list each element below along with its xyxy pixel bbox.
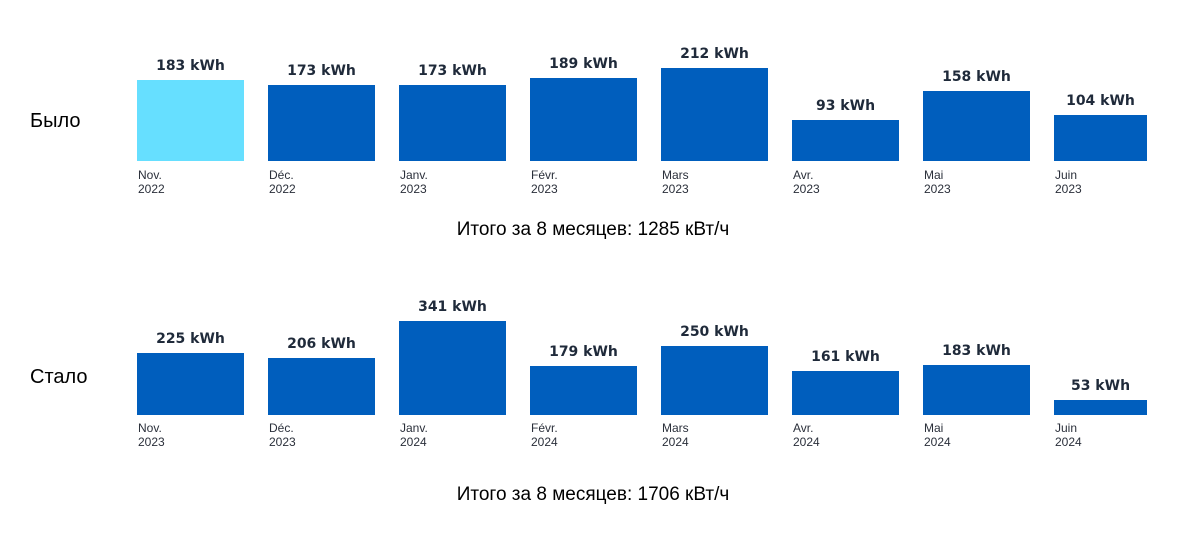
x-tick-year: 2024 (400, 435, 427, 449)
x-tick-month: Juin (1055, 168, 1078, 182)
bar (530, 366, 637, 415)
x-tick-month: Déc. (269, 168, 294, 182)
x-tick-year: 2024 (793, 435, 820, 449)
x-tick-year: 2023 (400, 182, 427, 196)
total-before: Итого за 8 месяцев: 1285 кВт/ч (456, 219, 730, 240)
row-label-before: Было (30, 110, 81, 132)
bar (530, 78, 637, 161)
bar-value-label: 104 kWh (1066, 93, 1135, 109)
x-tick-label: Mars 2023 (662, 168, 689, 196)
x-tick-month: Mars (662, 168, 689, 182)
x-tick-month: Mars (662, 421, 689, 435)
bar (268, 358, 375, 415)
x-tick-year: 2024 (924, 435, 951, 449)
bar (399, 321, 506, 415)
bar (268, 85, 375, 161)
x-tick-month: Févr. (531, 421, 558, 435)
x-tick-year: 2022 (138, 182, 165, 196)
x-tick-month: Mai (924, 168, 944, 182)
x-tick-year: 2023 (793, 182, 820, 196)
x-tick-month: Déc. (269, 421, 294, 435)
x-tick-year: 2024 (531, 435, 558, 449)
x-tick-label: Déc. 2023 (269, 421, 296, 449)
bar-value-label: 206 kWh (287, 336, 356, 352)
x-tick-label: Nov. 2023 (138, 421, 165, 449)
bar (792, 371, 899, 415)
x-tick-label: Déc. 2022 (269, 168, 296, 196)
bar (792, 120, 899, 161)
bar (137, 80, 244, 161)
x-tick-year: 2023 (1055, 182, 1082, 196)
row-label-after: Стало (30, 366, 88, 388)
x-tick-label: Juin 2024 (1055, 421, 1082, 449)
bar-value-label: 189 kWh (549, 56, 618, 72)
bar (923, 365, 1030, 415)
bar (399, 85, 506, 161)
x-tick-year: 2023 (269, 435, 296, 449)
x-tick-month: Nov. (138, 421, 162, 435)
x-tick-label: Avr. 2024 (793, 421, 820, 449)
bar (661, 346, 768, 415)
bar-value-label: 179 kWh (549, 344, 618, 360)
bar-value-label: 183 kWh (156, 58, 225, 74)
bar-value-label: 225 kWh (156, 331, 225, 347)
bar-value-label: 183 kWh (942, 343, 1011, 359)
x-tick-label: Mars 2024 (662, 421, 689, 449)
x-tick-label: Avr. 2023 (793, 168, 820, 196)
total-after: Итого за 8 месяцев: 1706 кВт/ч (456, 484, 730, 505)
bar-value-label: 53 kWh (1070, 378, 1131, 394)
bar-value-label: 93 kWh (815, 98, 876, 114)
x-tick-label: Janv. 2024 (400, 421, 428, 449)
x-tick-label: Janv. 2023 (400, 168, 428, 196)
x-tick-month: Avr. (793, 168, 814, 182)
bar-value-label: 158 kWh (942, 69, 1011, 85)
x-tick-month: Janv. (400, 168, 428, 182)
bar-value-label: 173 kWh (287, 63, 356, 79)
x-tick-month: Avr. (793, 421, 814, 435)
x-tick-month: Mai (924, 421, 944, 435)
x-tick-month: Janv. (400, 421, 428, 435)
bar-value-label: 173 kWh (418, 63, 487, 79)
bar (1054, 400, 1147, 415)
bar (661, 68, 768, 161)
x-tick-label: Juin 2023 (1055, 168, 1082, 196)
x-tick-year: 2023 (662, 182, 689, 196)
x-tick-label: Nov. 2022 (138, 168, 165, 196)
bar (1054, 115, 1147, 161)
x-tick-year: 2024 (662, 435, 689, 449)
x-tick-label: Mai 2024 (924, 421, 951, 449)
x-tick-year: 2023 (138, 435, 165, 449)
bar-value-label: 250 kWh (680, 324, 749, 340)
x-tick-label: Févr. 2024 (531, 421, 558, 449)
bar-value-label: 161 kWh (811, 349, 880, 365)
x-tick-month: Févr. (531, 168, 558, 182)
x-tick-month: Nov. (138, 168, 162, 182)
x-tick-label: Mai 2023 (924, 168, 951, 196)
x-tick-year: 2024 (1055, 435, 1082, 449)
bar (923, 91, 1030, 161)
x-tick-month: Juin (1055, 421, 1078, 435)
bar (137, 353, 244, 415)
bar-value-label: 341 kWh (418, 299, 487, 315)
x-tick-year: 2023 (531, 182, 558, 196)
x-tick-year: 2023 (924, 182, 951, 196)
bar-value-label: 212 kWh (680, 46, 749, 62)
x-tick-year: 2022 (269, 182, 296, 196)
x-tick-label: Févr. 2023 (531, 168, 558, 196)
